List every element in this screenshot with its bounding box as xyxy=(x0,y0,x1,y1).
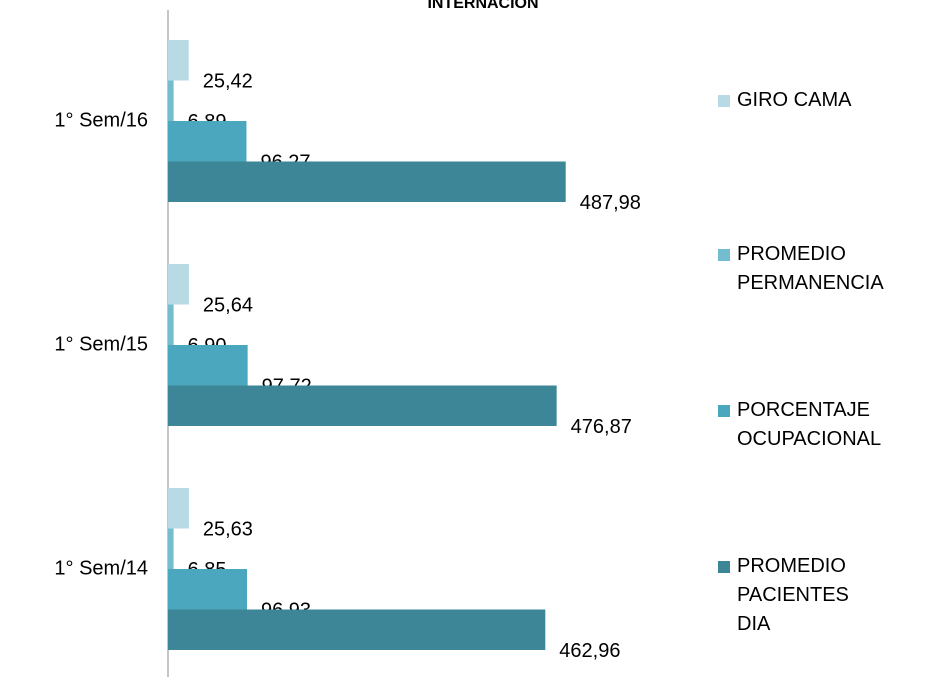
bar xyxy=(168,40,189,81)
value-label: 25,63 xyxy=(203,519,253,541)
legend-item: PORCENTAJE OCUPACIONAL xyxy=(718,396,933,454)
value-label: 25,64 xyxy=(203,295,253,317)
bar xyxy=(168,264,189,305)
legend-label: PORCENTAJE OCUPACIONAL xyxy=(737,399,882,450)
legend-swatch xyxy=(718,405,730,417)
legend-swatch xyxy=(718,95,730,107)
bar xyxy=(168,345,248,386)
chart-title: INTERNACION xyxy=(427,0,538,12)
category-label: 1° Sem/14 xyxy=(54,557,148,579)
bar xyxy=(168,80,174,121)
legend-swatch xyxy=(718,249,730,261)
category-label: 1° Sem/16 xyxy=(54,109,148,131)
bar xyxy=(168,385,557,426)
category-label: 1° Sem/15 xyxy=(54,333,148,355)
legend-item: PROMEDIO PERMANENCIA xyxy=(718,240,933,298)
bar xyxy=(168,161,566,202)
bar xyxy=(168,569,247,610)
bar xyxy=(168,304,174,345)
legend-label: GIRO CAMA xyxy=(737,89,852,111)
bar xyxy=(168,609,546,650)
legend-item: PROMEDIO PACIENTES DIA xyxy=(718,552,933,639)
bar xyxy=(168,528,174,569)
bar xyxy=(168,121,247,162)
value-label: 487,98 xyxy=(580,192,641,214)
value-label: 462,96 xyxy=(559,640,620,662)
value-label: 476,87 xyxy=(571,416,632,438)
value-label: 25,42 xyxy=(203,71,253,93)
legend-item: GIRO CAMA xyxy=(718,86,933,115)
legend-label: PROMEDIO PACIENTES DIA xyxy=(737,555,849,635)
legend-label: PROMEDIO PERMANENCIA xyxy=(737,243,884,294)
legend-swatch xyxy=(718,561,730,573)
bar xyxy=(168,488,189,529)
